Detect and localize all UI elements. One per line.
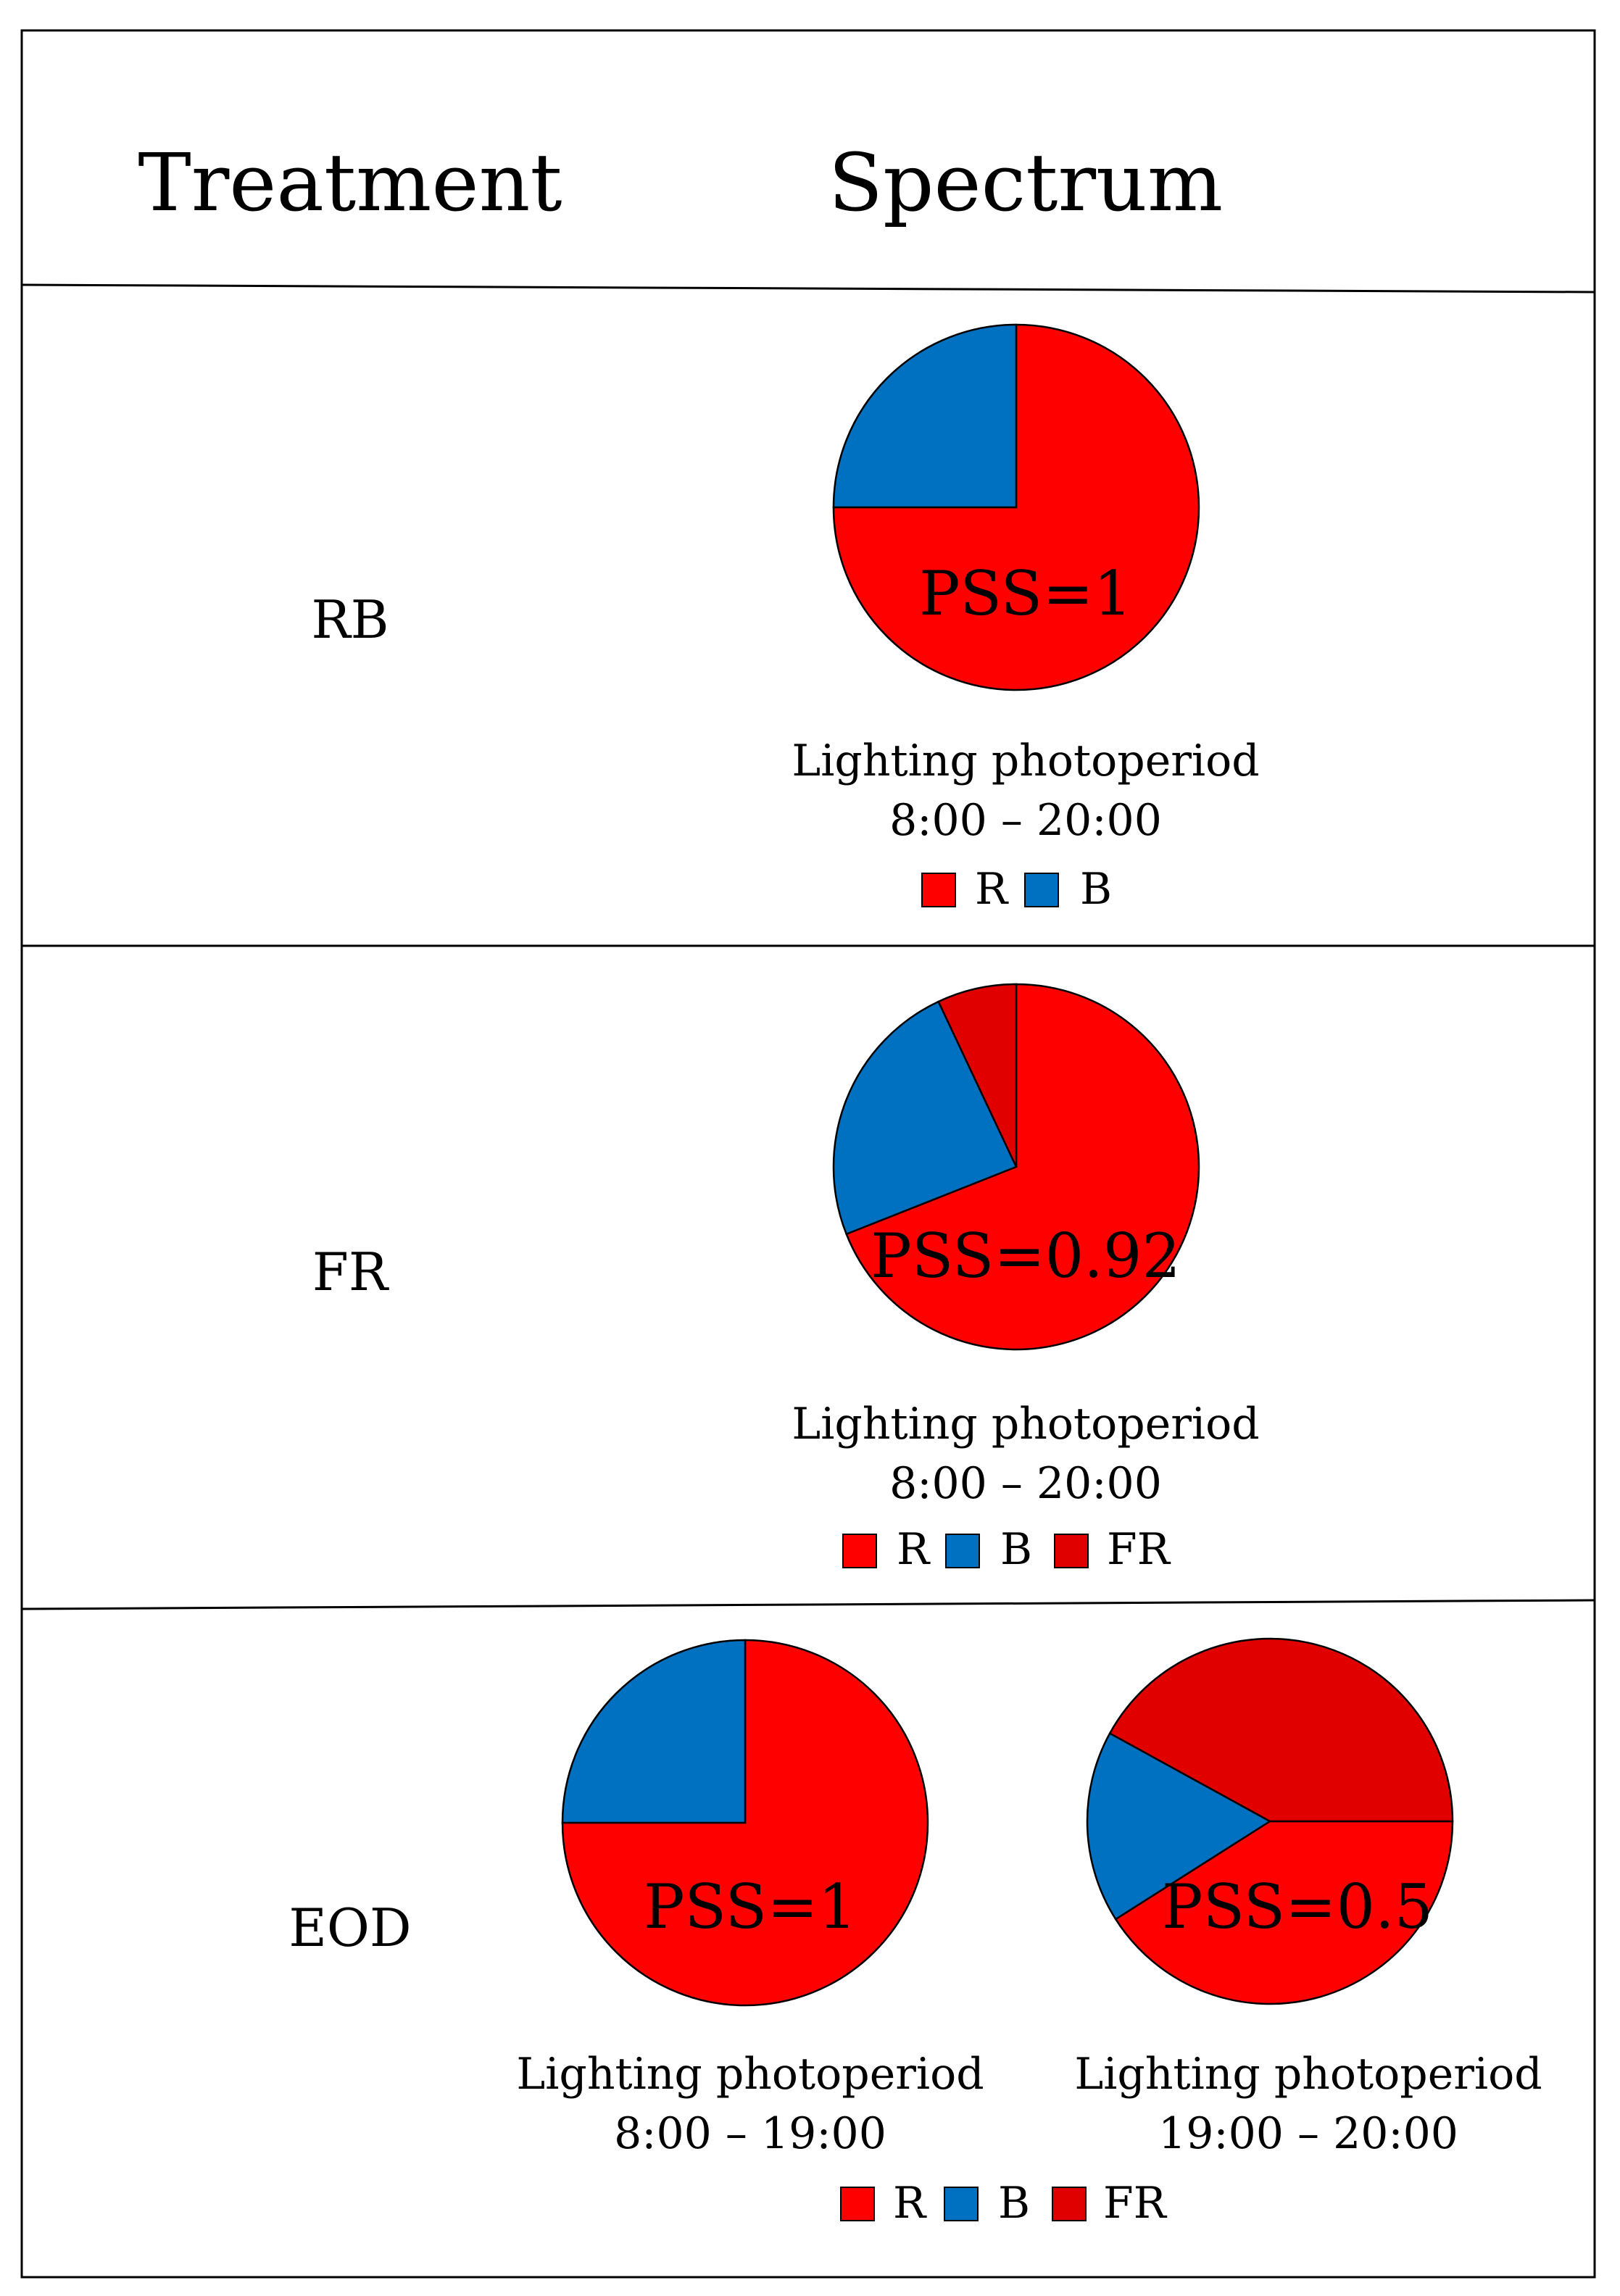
table-frame bbox=[20, 29, 1596, 2279]
legend-swatch-b bbox=[945, 1534, 980, 1568]
caption-eod-day-title: Lighting photoperiod bbox=[516, 2049, 984, 2100]
legend-swatch-fr bbox=[1054, 1534, 1089, 1568]
header-divider bbox=[21, 283, 1595, 294]
legend-swatch-fr bbox=[1052, 2187, 1087, 2221]
caption-eod-end-period: 19:00 – 20:00 bbox=[1158, 2108, 1458, 2159]
legend-eod: R B FR bbox=[840, 2178, 1168, 2229]
pie-slice-fr bbox=[937, 983, 1018, 1168]
pie-chart-fr bbox=[832, 983, 1200, 1351]
legend-label-fr: FR bbox=[1107, 1524, 1171, 1575]
treatment-rb: RB bbox=[311, 589, 389, 650]
pie-slice-b bbox=[1086, 1731, 1272, 1921]
pie-slice-b bbox=[561, 1639, 747, 1824]
legend-swatch-b bbox=[1024, 873, 1059, 907]
caption-eod-day-period: 8:00 – 19:00 bbox=[614, 2108, 886, 2159]
legend-rb: R B bbox=[921, 864, 1112, 915]
header-spectrum: Spectrum bbox=[828, 136, 1223, 229]
pie-chart-rb bbox=[832, 323, 1200, 691]
pie-chart-eod-end bbox=[1086, 1637, 1454, 2005]
legend-swatch-r bbox=[921, 873, 956, 907]
legend-label-b: B bbox=[1000, 1524, 1032, 1575]
pss-label-fr: PSS=0.92 bbox=[871, 1220, 1181, 1292]
pss-label-eod-end: PSS=0.5 bbox=[1162, 1871, 1433, 1942]
legend-swatch-b bbox=[944, 2187, 979, 2221]
treatment-fr: FR bbox=[312, 1241, 389, 1302]
legend-label-b: B bbox=[998, 2178, 1030, 2229]
legend-swatch-r bbox=[842, 1534, 877, 1568]
legend-label-b: B bbox=[1080, 864, 1112, 915]
legend-label-r: R bbox=[893, 2178, 927, 2229]
legend-label-r: R bbox=[975, 864, 1009, 915]
caption-rb-title: Lighting photoperiod bbox=[792, 736, 1259, 786]
pie-slice-r bbox=[845, 983, 1200, 1351]
header-treatment: Treatment bbox=[138, 136, 562, 229]
legend-label-r: R bbox=[897, 1524, 931, 1575]
pie-slice-b bbox=[832, 323, 1018, 509]
caption-fr-title: Lighting photoperiod bbox=[792, 1399, 1259, 1449]
pie-slice-b bbox=[832, 1000, 1018, 1236]
pss-label-eod-day: PSS=1 bbox=[644, 1871, 857, 1942]
legend-label-fr: FR bbox=[1103, 2178, 1168, 2229]
pss-label-rb: PSS=1 bbox=[919, 558, 1132, 629]
pie-chart-eod-day bbox=[561, 1639, 929, 2007]
legend-swatch-r bbox=[840, 2187, 875, 2221]
pie-slice-fr bbox=[1108, 1637, 1454, 1823]
pie-slice-r bbox=[1114, 1820, 1454, 2005]
row-divider-2 bbox=[21, 1599, 1595, 1610]
caption-fr-period: 8:00 – 20:00 bbox=[889, 1458, 1162, 1509]
treatment-eod: EOD bbox=[288, 1897, 411, 1958]
legend-fr: R B FR bbox=[842, 1524, 1171, 1575]
caption-rb-period: 8:00 – 20:00 bbox=[889, 795, 1162, 846]
caption-eod-end-title: Lighting photoperiod bbox=[1074, 2049, 1542, 2100]
